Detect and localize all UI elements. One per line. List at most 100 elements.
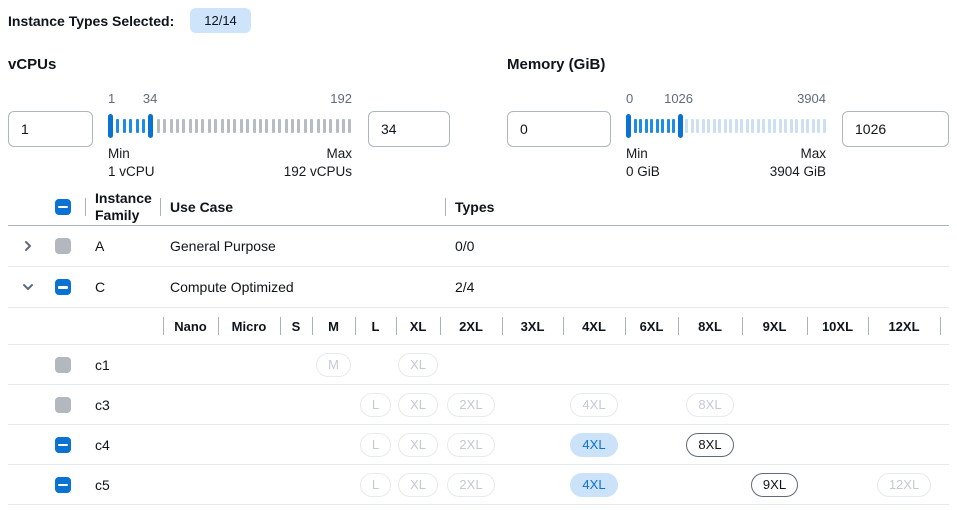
slider-tick bbox=[278, 119, 282, 133]
family-a-checkbox[interactable] bbox=[55, 238, 71, 255]
slider-handle[interactable] bbox=[677, 114, 683, 138]
size-pill-xl: XL bbox=[398, 432, 438, 457]
size-column-header: 3XL bbox=[502, 308, 563, 344]
family-use-case: General Purpose bbox=[170, 238, 276, 255]
memory-min-caption: Min bbox=[626, 146, 648, 161]
slider-tick bbox=[141, 119, 145, 133]
slider-tick bbox=[188, 119, 192, 133]
instance-row-c5: c5 L XL 2XL 4XL 9XL 12XL bbox=[8, 465, 949, 506]
slider-tick bbox=[745, 119, 749, 133]
size-pill-12xl: 12XL bbox=[876, 472, 932, 497]
size-column-header: 12XL bbox=[868, 308, 940, 344]
slider-tick bbox=[297, 119, 301, 133]
slider-tick bbox=[789, 119, 793, 133]
memory-filter-title: Memory (GiB) bbox=[507, 56, 606, 73]
vcpus-filter-title: vCPUs bbox=[8, 56, 57, 73]
instance-c3-checkbox[interactable] bbox=[55, 396, 71, 413]
family-name: C bbox=[95, 278, 106, 295]
slider-tick bbox=[207, 119, 211, 133]
slider-handle[interactable] bbox=[108, 114, 113, 138]
slider-tick bbox=[718, 119, 721, 133]
size-column-header: 10XL bbox=[807, 308, 868, 344]
slider-tick bbox=[778, 119, 782, 133]
slider-tick bbox=[290, 119, 294, 133]
slider-tick bbox=[639, 119, 642, 133]
vcpus-range-slider[interactable]: 1 34 192 Min 1 vCPU Max 192 vCPUs bbox=[108, 91, 352, 180]
slider-tick bbox=[800, 119, 804, 133]
selected-count-badge: 12/14 bbox=[190, 8, 251, 33]
size-pill-4xl[interactable]: 4XL bbox=[570, 472, 618, 497]
slider-tick bbox=[822, 119, 826, 133]
instance-row-c3: c3 L XL 2XL 4XL 8XL bbox=[8, 385, 949, 426]
chevron-down-icon[interactable] bbox=[20, 279, 36, 295]
slider-tick bbox=[795, 119, 798, 133]
slider-tick bbox=[303, 119, 307, 133]
slider-tick bbox=[129, 119, 133, 133]
size-pill-2xl: 2XL bbox=[447, 472, 495, 497]
vcpus-slider-high-label: 34 bbox=[142, 91, 158, 106]
family-c-checkbox[interactable] bbox=[55, 279, 71, 296]
size-pill-8xl[interactable]: 8XL bbox=[686, 432, 734, 457]
memory-max-detail: 3904 GiB bbox=[769, 163, 826, 179]
memory-to-input[interactable] bbox=[842, 111, 949, 147]
instance-c4-checkbox[interactable] bbox=[55, 436, 71, 453]
size-column-header: 8XL bbox=[678, 308, 742, 344]
slider-tick bbox=[756, 119, 760, 133]
slider-tick bbox=[811, 119, 815, 133]
chevron-right-icon[interactable] bbox=[20, 238, 36, 254]
slider-tick bbox=[701, 119, 705, 133]
selected-count-label: Instance Types Selected: bbox=[8, 12, 175, 29]
slider-tick bbox=[690, 119, 694, 133]
slider-tick bbox=[707, 119, 710, 133]
slider-tick bbox=[316, 119, 320, 133]
size-pill-8xl: 8XL bbox=[686, 392, 734, 417]
slider-tick bbox=[201, 119, 205, 133]
vcpus-max-detail: 192 vCPUs bbox=[283, 163, 352, 179]
memory-slider-track[interactable] bbox=[626, 113, 826, 139]
vcpus-slider-max-label: 192 bbox=[330, 91, 352, 106]
vcpus-min-caption: Min bbox=[108, 146, 130, 161]
slider-tick bbox=[784, 119, 787, 133]
slider-tick bbox=[767, 119, 771, 133]
memory-range-slider[interactable]: 0 1026 3904 Min 0 GiB Max 3904 GiB bbox=[626, 91, 826, 180]
slider-tick bbox=[696, 119, 699, 133]
slider-handle[interactable] bbox=[626, 114, 631, 138]
family-types-count: 0/0 bbox=[455, 238, 475, 255]
slider-tick bbox=[175, 119, 179, 133]
slider-tick bbox=[655, 119, 659, 133]
vcpus-to-input[interactable] bbox=[368, 111, 450, 147]
size-column-header: 2XL bbox=[440, 308, 502, 344]
slider-tick bbox=[666, 119, 670, 133]
memory-max-caption: Max bbox=[800, 146, 826, 161]
size-pill-m: M bbox=[316, 352, 351, 377]
size-column-header: M bbox=[312, 308, 355, 344]
size-columns-header: Nano Micro S M L XL 2XL 3XL 4XL 6XL 8XL 9XL 10XL 12XL bbox=[8, 308, 949, 346]
size-pill-9xl[interactable]: 9XL bbox=[750, 472, 799, 497]
size-column-header: 9XL bbox=[742, 308, 807, 344]
size-pill-xl: XL bbox=[398, 352, 438, 377]
vcpus-slider-track[interactable] bbox=[108, 113, 352, 139]
slider-tick bbox=[258, 119, 262, 133]
memory-filter: Memory (GiB) 0 1026 3904 Min 0 GiB Max bbox=[507, 56, 949, 180]
size-column-header: 6XL bbox=[625, 308, 678, 344]
instance-c5-checkbox[interactable] bbox=[55, 476, 71, 493]
slider-tick bbox=[271, 119, 275, 133]
select-all-checkbox[interactable] bbox=[55, 198, 71, 215]
instance-c1-checkbox[interactable] bbox=[55, 356, 71, 373]
slider-tick bbox=[220, 119, 224, 133]
slider-tick bbox=[135, 119, 139, 133]
size-pill-l: L bbox=[359, 432, 392, 457]
family-name: A bbox=[95, 237, 105, 254]
slider-tick bbox=[817, 119, 820, 133]
filters-section: vCPUs 1 34 192 Min 1 vCPU Max 192 bbox=[0, 56, 957, 180]
memory-from-input[interactable] bbox=[507, 111, 611, 147]
slider-tick bbox=[156, 119, 160, 133]
size-pill-4xl[interactable]: 4XL bbox=[570, 432, 618, 457]
slider-tick bbox=[252, 119, 256, 133]
slider-tick bbox=[284, 119, 288, 133]
slider-handle[interactable] bbox=[148, 114, 154, 138]
vcpus-from-input[interactable] bbox=[8, 111, 93, 147]
vcpus-filter: vCPUs 1 34 192 Min 1 vCPU Max 192 bbox=[8, 56, 450, 180]
size-column-header: 4XL bbox=[563, 308, 625, 344]
size-column-header: S bbox=[280, 308, 312, 344]
